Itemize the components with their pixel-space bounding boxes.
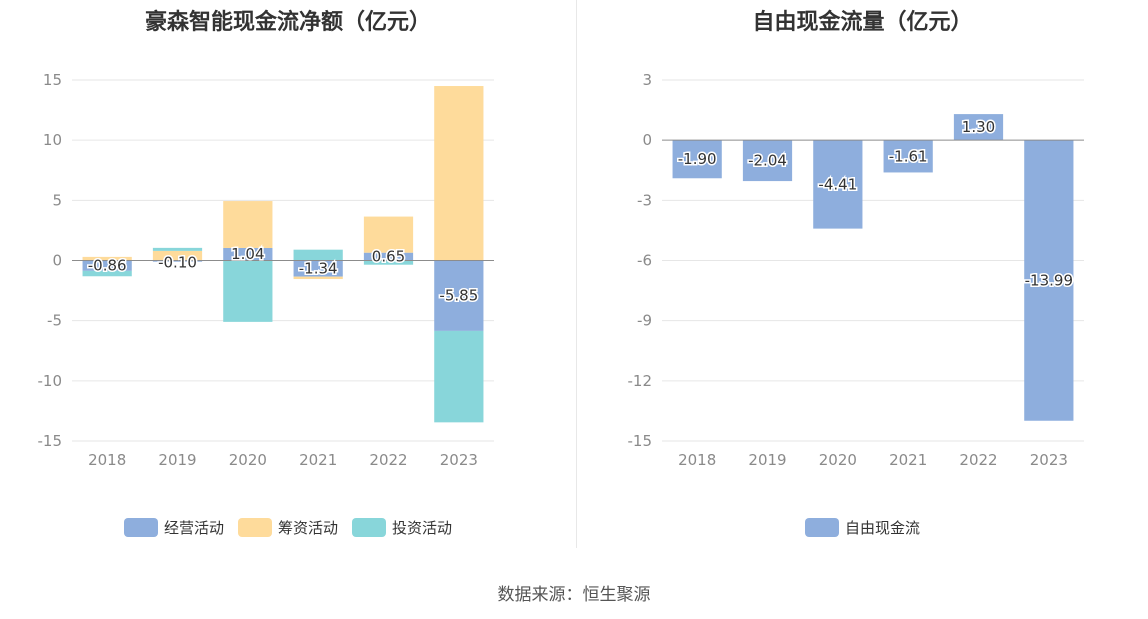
bar (223, 260, 273, 322)
bar (82, 256, 132, 261)
legend-swatch (123, 518, 158, 537)
bar (363, 260, 414, 265)
y-tick-label: -9 (637, 312, 652, 330)
x-tick-label: 2020 (819, 451, 857, 469)
chart-legend: 经营活动 筹资活动 投资活动 (0, 517, 576, 538)
y-tick-label: -12 (628, 372, 653, 390)
bar (293, 260, 343, 277)
bar (152, 250, 203, 261)
bar (434, 330, 484, 423)
x-tick-label: 2022 (959, 451, 997, 469)
free-cash-flow-chart: 3 0 -3 -6 -9 -12 -15 2018 2019 2020 2021 2022 2023 -1… (628, 71, 1084, 469)
x-tick-label: 2019 (158, 451, 196, 469)
x-tick-label: 2019 (748, 451, 786, 469)
y-tick-label: -10 (38, 372, 63, 390)
legend-label: 投资活动 (392, 519, 453, 537)
y-tick-label: 5 (52, 191, 62, 209)
legend-label: 筹资活动 (277, 519, 338, 537)
data-label: 0.65 (372, 248, 405, 266)
data-label: 1.04 (231, 245, 264, 263)
y-tick-label: 10 (43, 131, 62, 149)
y-tick-label: -6 (637, 252, 652, 270)
bar (363, 252, 414, 261)
bar (672, 140, 722, 179)
panel-divider (576, 0, 577, 548)
legend-swatch (352, 518, 386, 537)
bar (293, 249, 343, 261)
y-tick-label: -15 (628, 432, 653, 450)
legend-label: 经营活动 (163, 519, 224, 537)
bar (152, 247, 203, 251)
free-cash-flow-chart-panel: 自由现金流量（亿元） 3 0 -3 -6 -9 -12 -15 2018 2019 2020 202… (577, 0, 1148, 560)
x-tick-label: 2023 (1030, 451, 1068, 469)
bar (883, 140, 933, 173)
cash-flow-chart: 15 10 5 0 -5 -10 -15 2018 2019 2020 2021 2022 2023 -0… (38, 71, 494, 469)
chart-legend: 自由现金流 (577, 517, 1148, 538)
bar (742, 140, 793, 182)
x-tick-label: 2018 (88, 451, 126, 469)
bar (363, 216, 414, 253)
data-label: -0.10 (158, 254, 197, 272)
data-label: -2.04 (748, 152, 787, 170)
x-tick-label: 2021 (299, 451, 337, 469)
data-label: -5.85 (439, 287, 478, 305)
legend-swatch (237, 518, 272, 537)
x-tick-label: 2020 (229, 451, 267, 469)
data-label: 1.30 (962, 118, 995, 136)
bar (434, 260, 484, 331)
bar (1024, 140, 1074, 421)
legend-swatch (804, 518, 839, 537)
data-source-note: 数据来源：恒生聚源 (497, 585, 651, 605)
bar (223, 201, 273, 248)
bar (82, 260, 132, 271)
y-tick-label: 15 (43, 71, 62, 89)
data-label: -1.61 (889, 147, 928, 165)
chart-title: 自由现金流量（亿元） (752, 10, 973, 35)
legend-item[interactable]: 自由现金流 (804, 517, 920, 538)
legend-item[interactable]: 投资活动 (352, 517, 452, 538)
chart-title: 豪森智能现金流净额（亿元） (144, 10, 431, 35)
data-label: -4.41 (818, 175, 857, 193)
x-tick-label: 2021 (889, 451, 927, 469)
bar (152, 260, 203, 262)
cash-flow-chart-panel: 豪森智能现金流净额（亿元） 15 10 5 0 -5 -10 -15 2018 2019 2020… (0, 0, 576, 560)
legend-item[interactable]: 筹资活动 (237, 517, 338, 538)
y-tick-label: -3 (637, 191, 652, 209)
bar (82, 270, 132, 277)
legend-label: 自由现金流 (844, 519, 920, 537)
y-tick-label: -15 (38, 432, 63, 450)
bar (953, 114, 1004, 141)
data-label: -1.90 (678, 150, 717, 168)
data-label: -1.34 (299, 260, 338, 278)
bar (434, 86, 484, 261)
bar (813, 140, 863, 229)
bar (223, 247, 273, 261)
y-tick-label: 3 (642, 71, 652, 89)
x-tick-label: 2023 (440, 451, 478, 469)
y-tick-label: -5 (47, 312, 62, 330)
legend-item[interactable]: 经营活动 (123, 517, 224, 538)
x-tick-label: 2022 (369, 451, 407, 469)
data-label: -13.99 (1025, 271, 1073, 289)
bar (293, 276, 343, 280)
data-label: -0.86 (88, 257, 127, 275)
y-tick-label: 0 (642, 131, 652, 149)
y-tick-label: 0 (52, 252, 62, 270)
x-tick-label: 2018 (678, 451, 716, 469)
